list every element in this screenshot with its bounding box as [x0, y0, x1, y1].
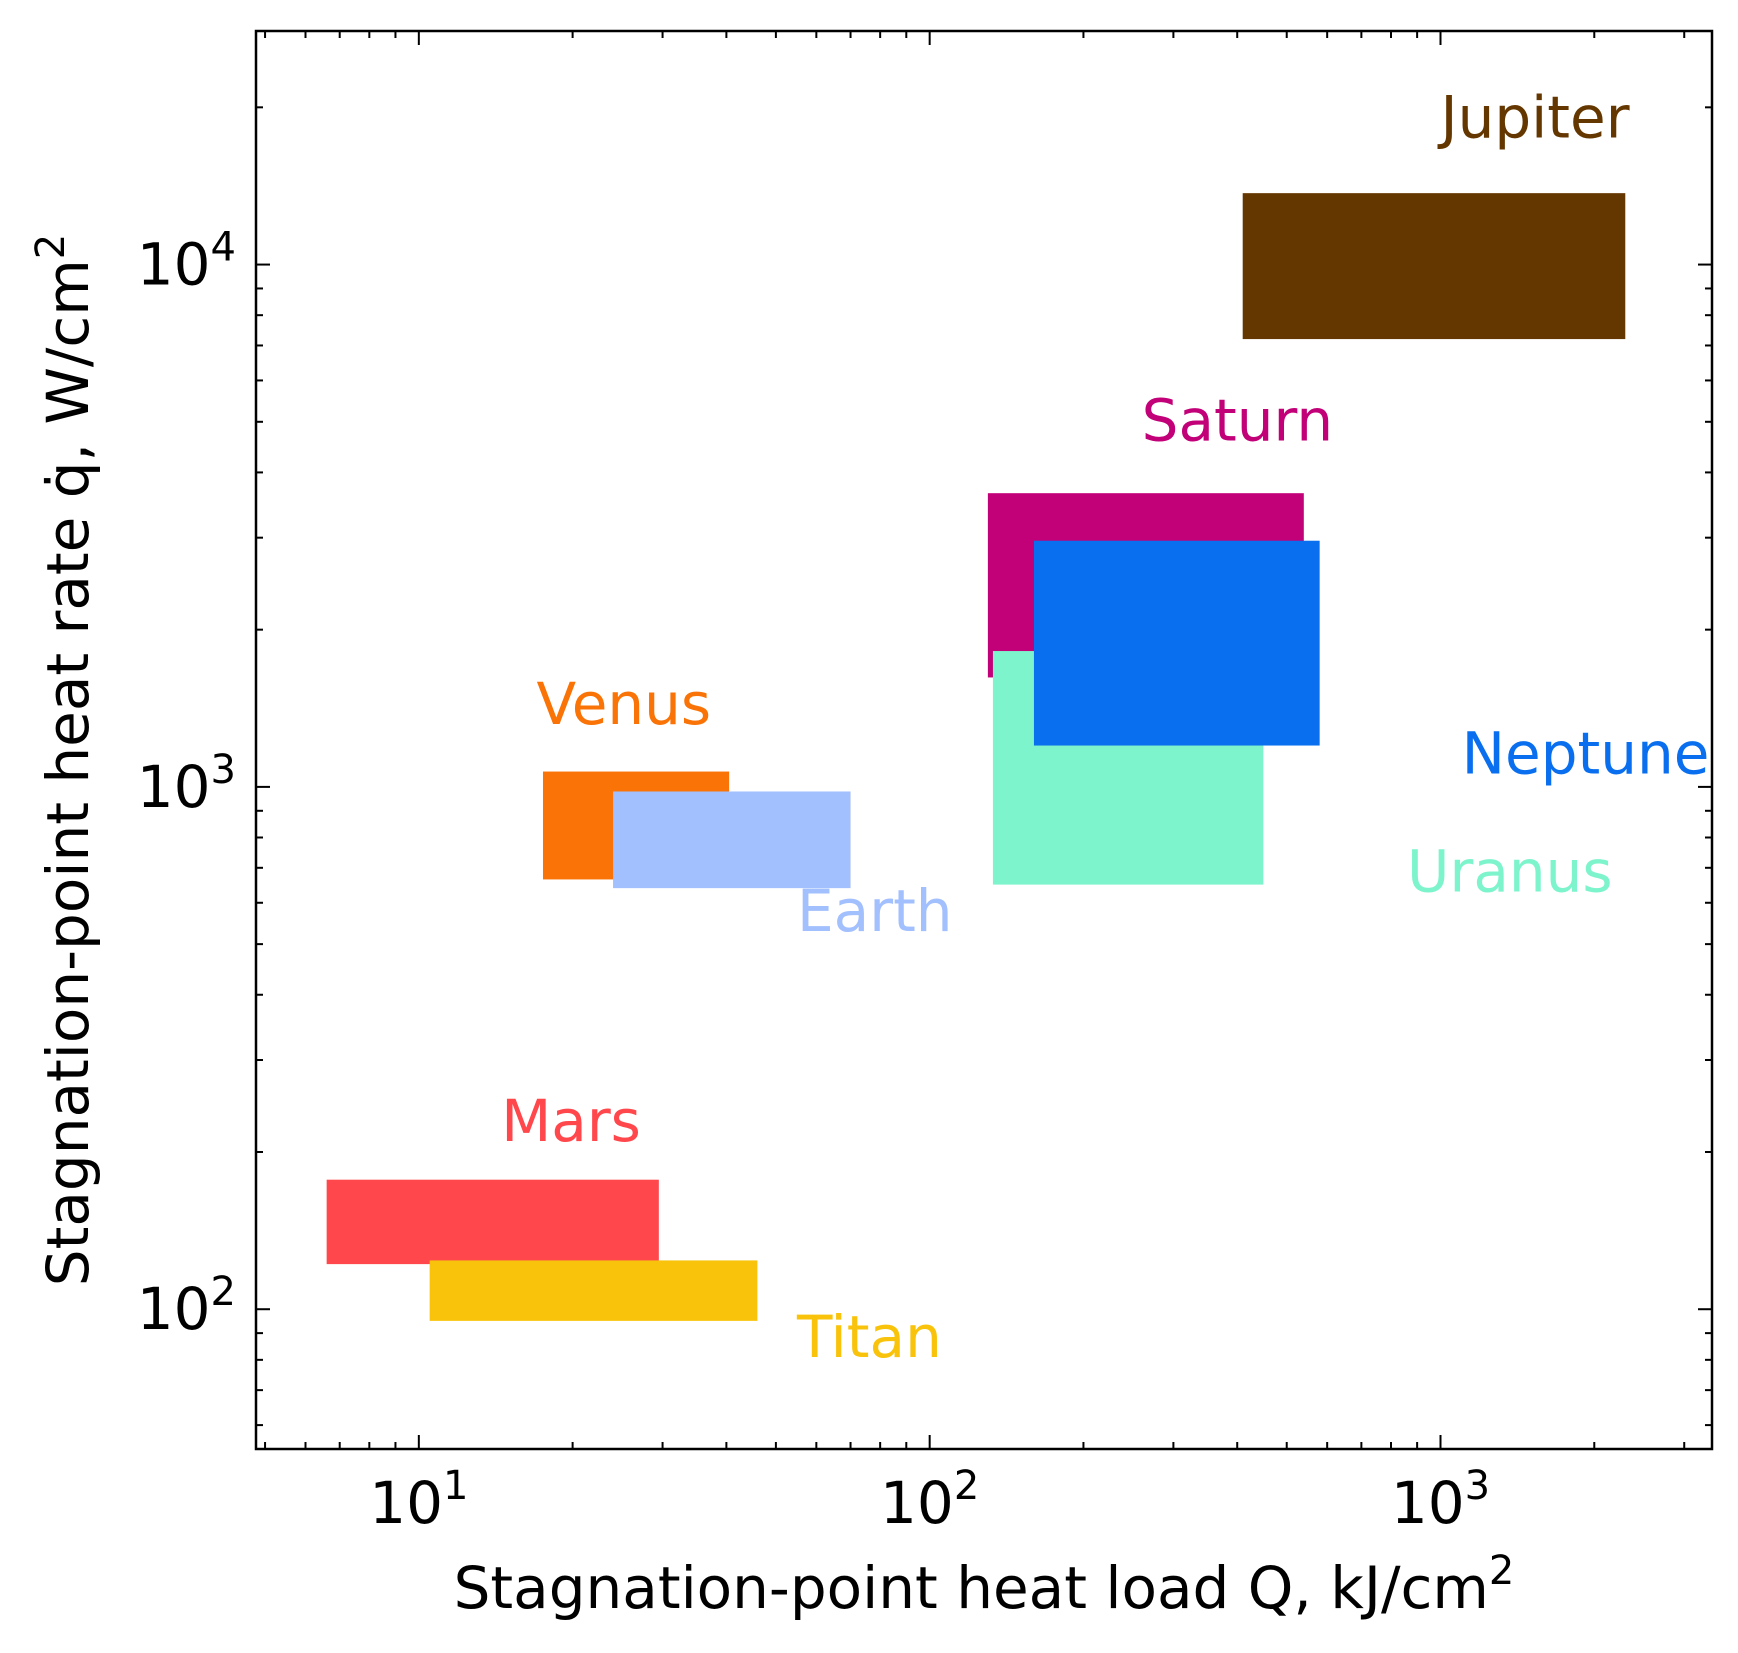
region-label-venus: Venus [537, 670, 712, 738]
region-neptune [1033, 540, 1320, 746]
region-earth [613, 791, 851, 889]
region-label-uranus: Uranus [1407, 838, 1613, 906]
region-label-titan: Titan [796, 1303, 942, 1371]
x-tick-label: 103 [1391, 1463, 1490, 1537]
y-tick-label: 104 [137, 225, 236, 299]
region-label-saturn: Saturn [1142, 387, 1333, 455]
x-tick-label: 102 [880, 1463, 979, 1537]
tick-label-layer: 101 102 103 102 103 104 [137, 225, 1490, 1537]
x-axis-label-exponent: 2 [1489, 1548, 1514, 1594]
y-tick-label: 103 [137, 747, 236, 821]
region-label-earth: Earth [797, 877, 953, 945]
x-axis-label: Stagnation-point heat load Q, kJ/cm2 [454, 1548, 1515, 1622]
plot-frame [254, 29, 1714, 1451]
region-layer [326, 193, 1626, 1321]
y-tick-label: 102 [137, 1269, 236, 1343]
x-axis-label-text: Stagnation-point heat load Q, kJ/cm [454, 1554, 1489, 1622]
region-titan [429, 1260, 758, 1321]
x-tick-label: 101 [369, 1463, 468, 1537]
region-label-jupiter: Jupiter [1438, 84, 1630, 152]
y-axis-label-text: Stagnation-point heat rate q̇, W/cm [34, 259, 102, 1286]
minor-tick-layer [256, 31, 1712, 1449]
region-jupiter [1242, 193, 1626, 340]
y-axis-label-exponent: 2 [28, 234, 74, 259]
region-label-neptune: Neptune [1462, 720, 1710, 788]
region-mars [326, 1179, 659, 1265]
region-label-mars: Mars [501, 1087, 641, 1155]
y-axis-label: Stagnation-point heat rate q̇, W/cm2 [28, 234, 102, 1286]
major-tick-layer [256, 31, 1712, 1449]
region-label-layer: Jupiter Saturn Uranus Neptune Venus Earth Mars… [501, 84, 1709, 1371]
